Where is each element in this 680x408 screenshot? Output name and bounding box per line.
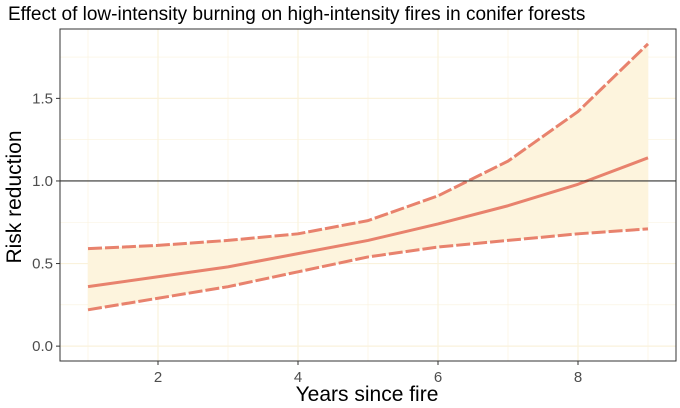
x-tick-label: 6 xyxy=(434,369,442,386)
y-tick-label: 1.0 xyxy=(32,173,53,190)
series-line-lower xyxy=(87,227,649,312)
x-axis-title: Years since fire xyxy=(296,383,439,406)
panel-border xyxy=(59,28,677,362)
confidence-band xyxy=(88,43,648,310)
x-tick-label: 2 xyxy=(154,369,162,386)
y-tick-label: 1.5 xyxy=(32,90,53,107)
series-layer xyxy=(87,42,650,312)
y-axis-ticks: 0.0 0.5 1.0 1.5 xyxy=(32,90,60,355)
series-line-estimate xyxy=(87,156,649,289)
x-axis-ticks: 2 4 6 8 xyxy=(154,361,582,386)
y-tick-label: 0.0 xyxy=(32,338,53,355)
y-tick-label: 0.5 xyxy=(32,256,53,273)
x-tick-label: 4 xyxy=(294,369,302,386)
series-line-upper xyxy=(87,42,650,251)
y-axis-title: Risk reduction xyxy=(3,130,26,263)
x-tick-label: 8 xyxy=(574,369,582,386)
chart-title: Effect of low-intensity burning on high-… xyxy=(8,4,585,25)
